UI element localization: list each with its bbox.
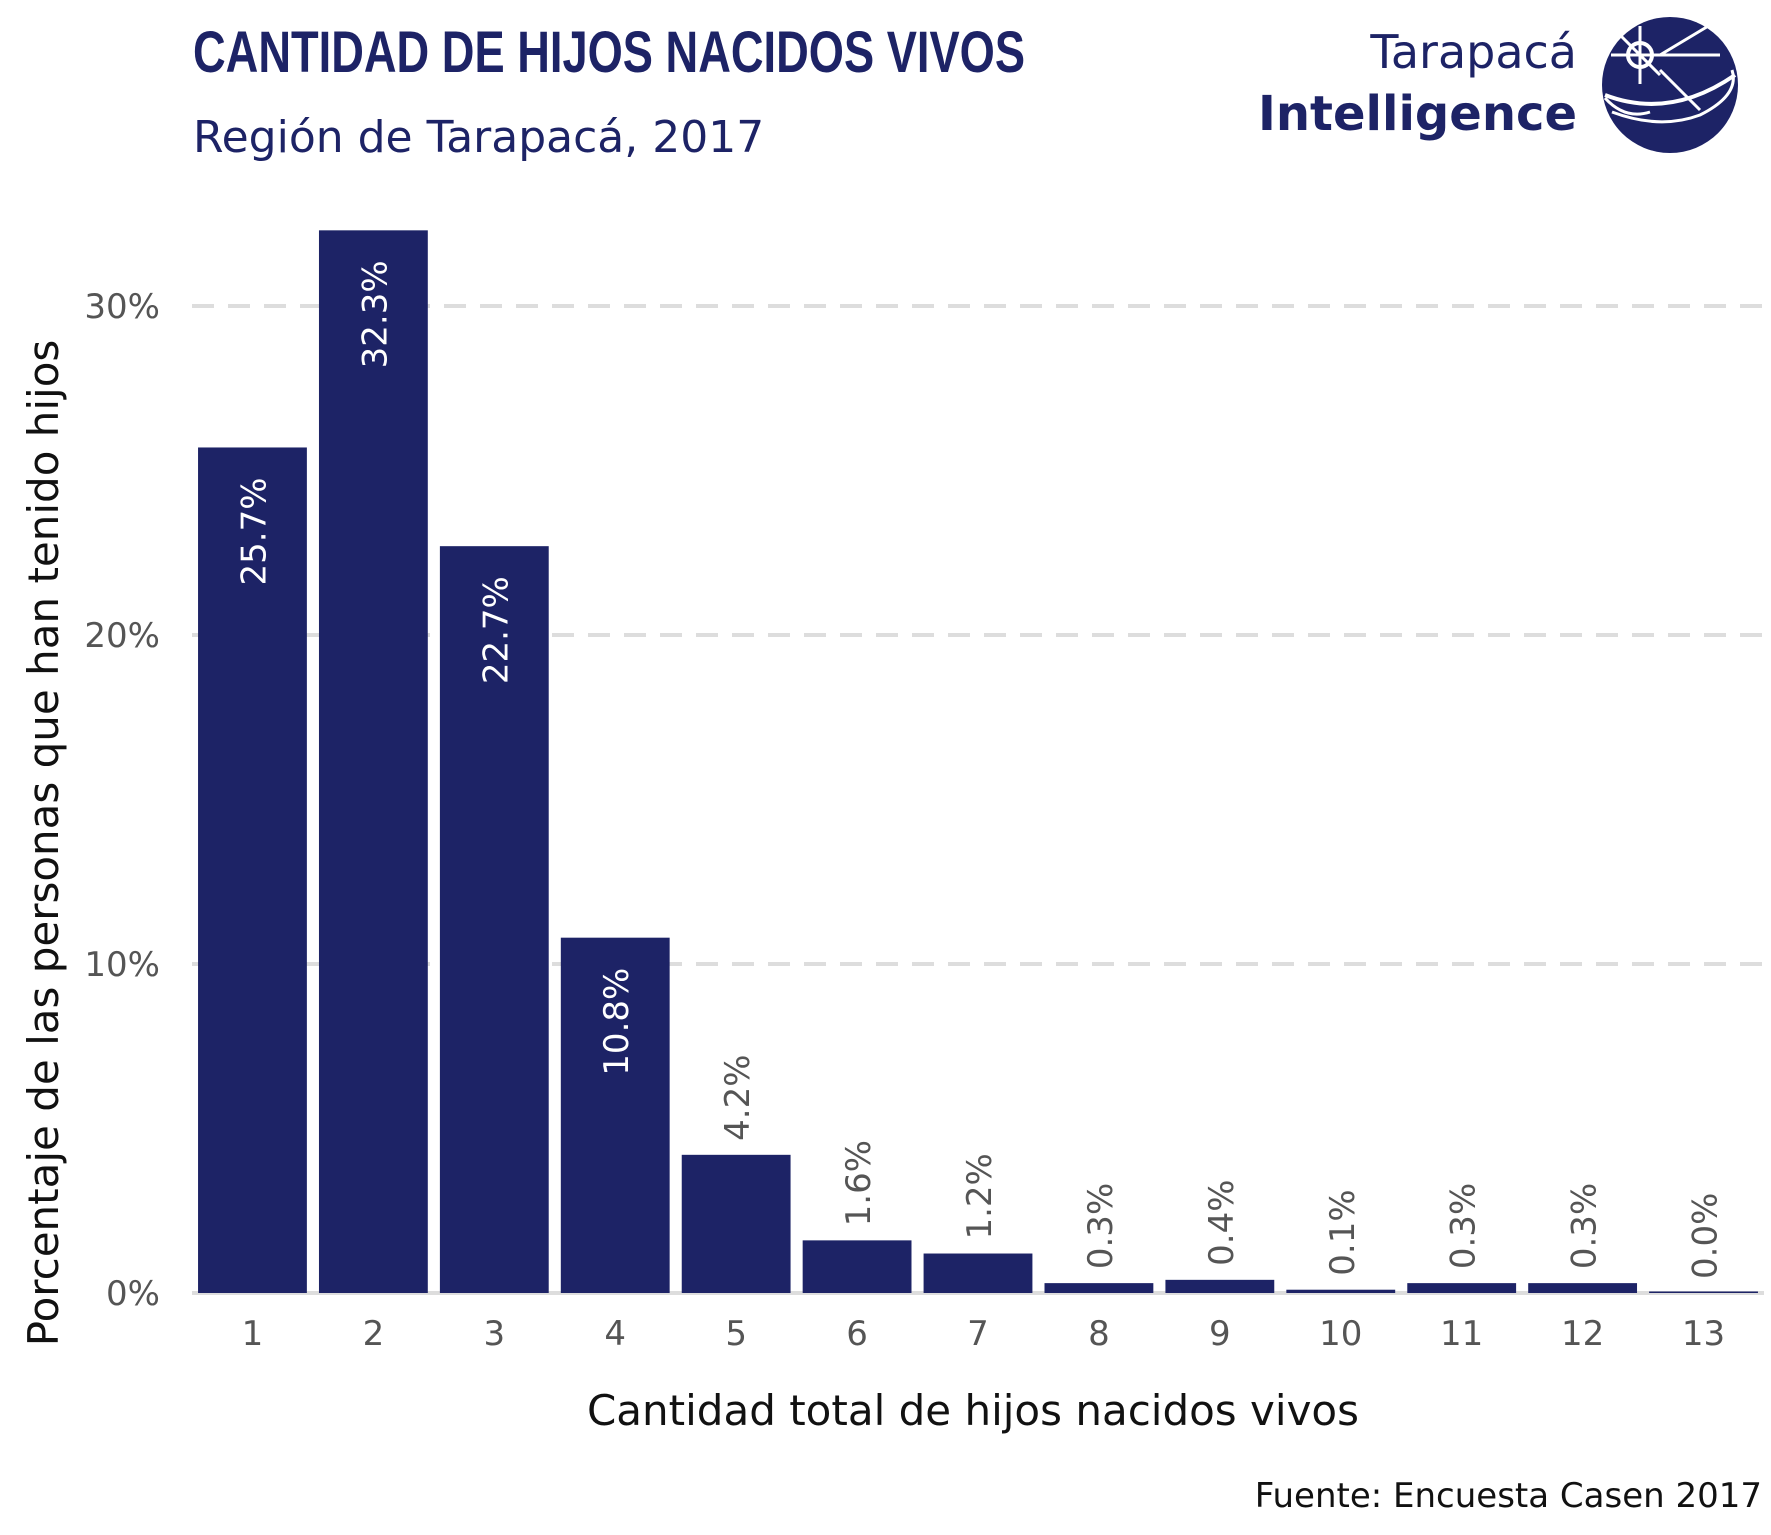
logo-line1: Tarapacá bbox=[1369, 25, 1577, 79]
y-tick-label: 0% bbox=[106, 1274, 160, 1314]
x-tick-label: 6 bbox=[846, 1314, 868, 1354]
x-tick-label: 10 bbox=[1319, 1314, 1362, 1354]
x-axis-title: Cantidad total de hijos nacidos vivos bbox=[587, 1386, 1359, 1435]
bar bbox=[802, 1240, 912, 1293]
x-axis-ticks: 1 2 3 4 5 6 7 8 9 10 11 12 13 bbox=[242, 1314, 1726, 1354]
source-note: Fuente: Encuesta Casen 2017 bbox=[1255, 1476, 1762, 1516]
bar bbox=[318, 230, 428, 1294]
y-tick-label: 20% bbox=[84, 616, 160, 656]
x-tick-label: 4 bbox=[604, 1314, 626, 1354]
data-label: 32.3% bbox=[355, 260, 395, 368]
chart-subtitle: Región de Tarapacá, 2017 bbox=[193, 112, 764, 163]
bar bbox=[923, 1253, 1033, 1293]
bar bbox=[198, 447, 307, 1294]
bar bbox=[1044, 1283, 1154, 1293]
data-label: 0.3% bbox=[1565, 1183, 1605, 1269]
data-label: 0.1% bbox=[1323, 1189, 1363, 1275]
data-label: 1.2% bbox=[960, 1153, 1000, 1239]
data-label: 0.0% bbox=[1686, 1193, 1726, 1279]
x-tick-label: 3 bbox=[483, 1314, 505, 1354]
data-labels: 25.7% 32.3% 22.7% 10.8% 4.2% 1.6% 1.2% 0.3% 0.4%… bbox=[234, 260, 1725, 1279]
bar bbox=[1528, 1283, 1638, 1293]
logo-line2: Intelligence bbox=[1258, 86, 1577, 142]
bar bbox=[1286, 1289, 1396, 1293]
chart-title: CANTIDAD DE HIJOS NACIDOS VIVOS bbox=[193, 20, 1025, 85]
y-tick-label: 30% bbox=[84, 287, 160, 327]
bar bbox=[1407, 1283, 1517, 1293]
data-label: 0.4% bbox=[1202, 1179, 1242, 1265]
data-label: 0.3% bbox=[1444, 1183, 1484, 1269]
bar bbox=[681, 1154, 791, 1293]
data-label: 25.7% bbox=[234, 477, 274, 585]
x-tick-label: 12 bbox=[1561, 1314, 1604, 1354]
bars bbox=[198, 230, 1758, 1294]
x-tick-label: 8 bbox=[1088, 1314, 1110, 1354]
y-axis-title: Porcentaje de las personas que han tenid… bbox=[19, 340, 68, 1347]
data-label: 22.7% bbox=[476, 576, 516, 684]
data-label: 4.2% bbox=[718, 1054, 758, 1140]
globe-logo-icon bbox=[1602, 17, 1738, 153]
bar bbox=[1649, 1291, 1758, 1293]
x-tick-label: 9 bbox=[1209, 1314, 1231, 1354]
x-tick-label: 7 bbox=[967, 1314, 989, 1354]
logo: Tarapacá Intelligence bbox=[1258, 17, 1738, 153]
x-tick-label: 1 bbox=[242, 1314, 264, 1354]
x-tick-label: 5 bbox=[725, 1314, 747, 1354]
bar bbox=[560, 937, 670, 1293]
x-tick-label: 2 bbox=[363, 1314, 385, 1354]
data-label: 1.6% bbox=[839, 1140, 879, 1226]
y-axis-ticks: 0% 10% 20% 30% bbox=[84, 287, 160, 1314]
y-tick-label: 10% bbox=[84, 945, 160, 985]
data-label: 10.8% bbox=[597, 968, 637, 1076]
x-tick-label: 13 bbox=[1682, 1314, 1725, 1354]
bar bbox=[1165, 1279, 1275, 1293]
bar bbox=[439, 546, 549, 1293]
x-tick-label: 11 bbox=[1440, 1314, 1483, 1354]
data-label: 0.3% bbox=[1081, 1183, 1121, 1269]
